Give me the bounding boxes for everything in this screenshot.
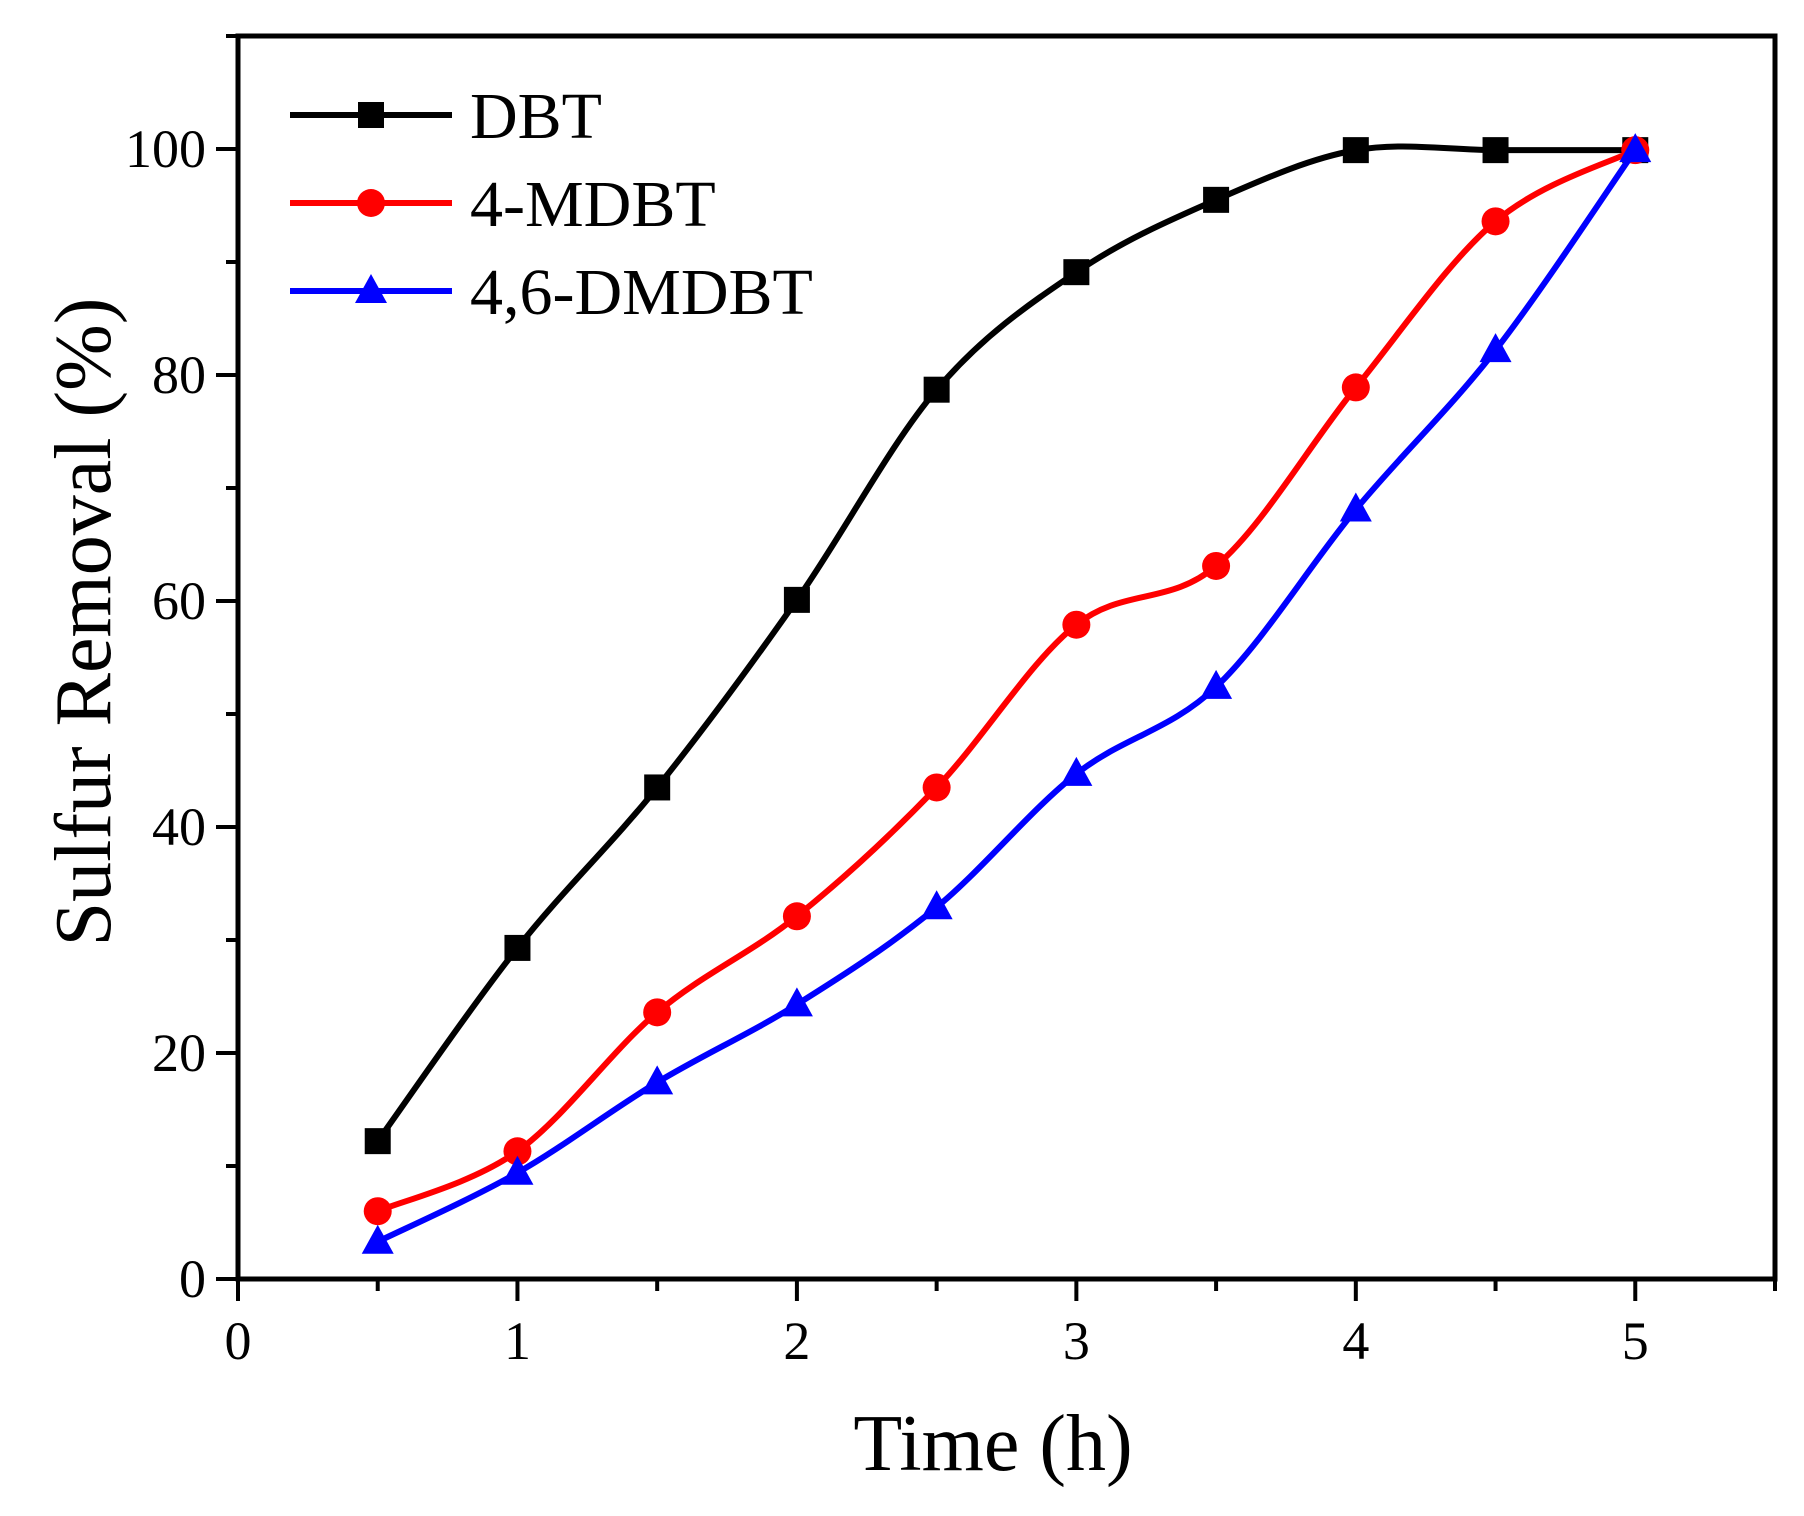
data-point-dbt-5 xyxy=(1063,259,1090,286)
y-tick-label: 60 xyxy=(152,571,206,631)
data-point-4-6-dmdbt-8 xyxy=(1479,333,1512,363)
data-point-4-mdbt-1 xyxy=(503,1137,532,1166)
data-point-dbt-6 xyxy=(1203,186,1230,213)
legend-item-dbt: DBT xyxy=(290,80,602,153)
series-layer xyxy=(361,133,1652,1254)
data-point-dbt-7 xyxy=(1342,137,1369,164)
x-tick-label: 1 xyxy=(504,1311,531,1371)
x-axis-title: Time (h) xyxy=(853,1400,1132,1488)
x-tick-label: 2 xyxy=(783,1311,810,1371)
legend-marker-4-mdbt xyxy=(357,189,385,217)
axes-layer: 0 1 2 3 4 5 0 20 40 60 80 100 xyxy=(125,33,1778,1371)
series-line-4-mdbt xyxy=(376,147,1637,1214)
data-point-dbt-2 xyxy=(644,774,671,801)
data-point-dbt-4 xyxy=(923,376,950,403)
data-point-4-mdbt-0 xyxy=(363,1197,392,1226)
legend-label-dbt: DBT xyxy=(470,80,602,153)
legend-label-4-6-dmdbt: 4,6-DMDBT xyxy=(470,256,813,329)
data-point-4-6-dmdbt-4 xyxy=(920,890,953,920)
y-tick-label: 80 xyxy=(152,345,206,405)
data-point-4-6-dmdbt-3 xyxy=(780,987,813,1017)
legend-label-4-mdbt: 4-MDBT xyxy=(470,168,716,241)
legend: DBT 4-MDBT 4,6-DMDBT xyxy=(290,80,813,329)
data-point-4-6-dmdbt-1 xyxy=(501,1155,534,1185)
legend-item-4-mdbt: 4-MDBT xyxy=(290,168,716,241)
data-point-4-6-dmdbt-9 xyxy=(1619,133,1652,163)
series-4-mdbt xyxy=(363,136,1650,1226)
y-axis-title: Sulfur Removal (%) xyxy=(40,298,128,947)
y-tick-label: 0 xyxy=(179,1249,206,1309)
data-point-4-mdbt-8 xyxy=(1481,207,1510,236)
x-tick-label: 3 xyxy=(1063,1311,1090,1371)
data-point-4-6-dmdbt-2 xyxy=(641,1065,674,1095)
data-point-dbt-1 xyxy=(504,934,531,961)
data-point-dbt-8 xyxy=(1482,137,1509,164)
data-point-4-6-dmdbt-6 xyxy=(1200,669,1233,699)
legend-marker-dbt xyxy=(358,102,384,128)
x-tick-label: 5 xyxy=(1622,1311,1649,1371)
plot-frame xyxy=(235,33,1778,1282)
data-point-dbt-3 xyxy=(783,586,810,613)
y-tick-label: 100 xyxy=(125,119,206,179)
data-point-4-6-dmdbt-5 xyxy=(1060,756,1093,786)
data-point-4-mdbt-6 xyxy=(1202,551,1231,580)
data-point-4-mdbt-2 xyxy=(643,998,672,1027)
series-dbt xyxy=(364,137,1649,1155)
data-point-4-mdbt-3 xyxy=(782,902,811,931)
data-point-4-6-dmdbt-0 xyxy=(361,1224,394,1254)
legend-marker-4-6-dmdbt xyxy=(355,274,387,303)
y-tick-label: 40 xyxy=(152,797,206,857)
data-point-4-mdbt-4 xyxy=(922,773,951,802)
y-tick-label: 20 xyxy=(152,1023,206,1083)
data-point-4-mdbt-5 xyxy=(1062,610,1091,639)
data-point-dbt-0 xyxy=(364,1128,391,1155)
data-point-4-6-dmdbt-7 xyxy=(1339,492,1372,522)
legend-item-4-6-dmdbt: 4,6-DMDBT xyxy=(290,256,813,329)
x-tick-label: 0 xyxy=(225,1311,252,1371)
x-tick-label: 4 xyxy=(1342,1311,1369,1371)
series-line-4-6-dmdbt xyxy=(376,148,1638,1245)
series-4-6-dmdbt xyxy=(361,133,1652,1254)
data-point-4-mdbt-7 xyxy=(1341,373,1370,402)
